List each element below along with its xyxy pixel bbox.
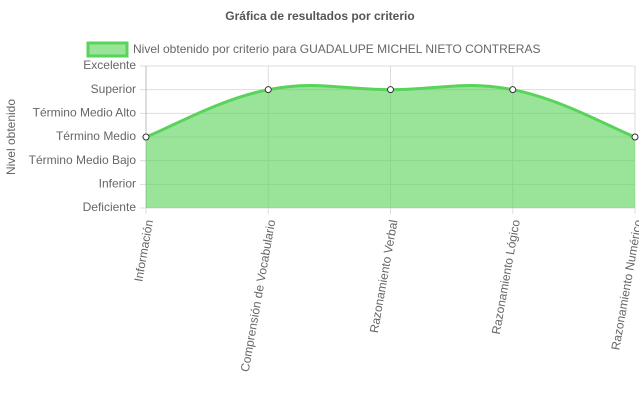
x-tick-label: Razonamiento Verbal: [367, 219, 401, 334]
x-tick-label: Comprensión de Vocabulario: [238, 218, 279, 373]
point: [509, 86, 517, 94]
y-tick-label: Deficiente: [83, 200, 137, 214]
point: [387, 86, 394, 94]
point: [631, 133, 639, 141]
legend-swatch: [86, 41, 129, 58]
y-tick-label: Superior: [91, 82, 136, 96]
y-tick-label: Término Medio Alto: [33, 106, 137, 120]
x-tick-label: Información: [131, 219, 156, 283]
x-tick-label: Razonamiento Lógico: [489, 218, 523, 335]
point: [264, 86, 272, 94]
x-tick-label: Razonamiento Numérico: [608, 218, 639, 351]
y-tick-label: Término Medio Bajo: [29, 153, 137, 167]
y-axis-title: Nivel obtenido: [4, 99, 18, 175]
point: [142, 133, 150, 141]
chart-title: Gráfica de resultados por criterio: [225, 9, 414, 23]
y-tick-label: Inferior: [99, 177, 136, 191]
area: [146, 85, 635, 208]
y-tick-label: Término Medio: [56, 129, 136, 143]
y-tick-label: Excelente: [83, 58, 136, 72]
legend-label: Nivel obtenido por criterio para GUADALU…: [133, 42, 540, 56]
